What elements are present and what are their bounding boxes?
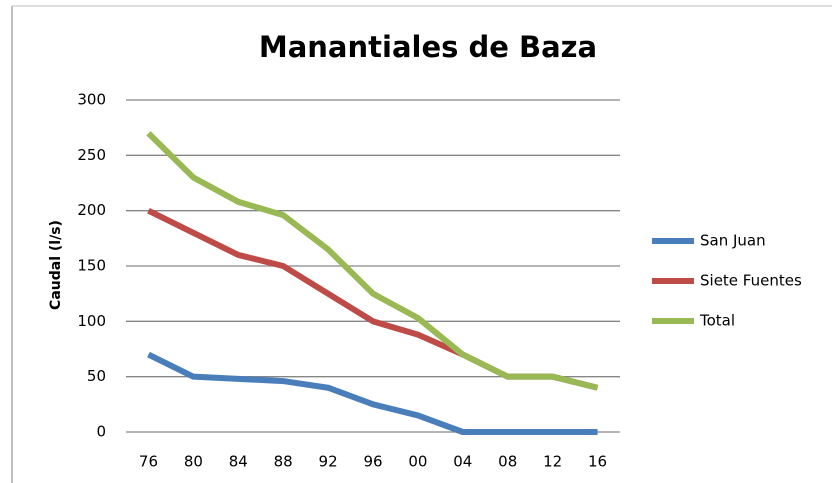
x-tick-label: 76	[139, 453, 158, 471]
x-tick-label: 88	[274, 453, 293, 471]
x-tick-label: 08	[498, 453, 517, 471]
series-line	[146, 131, 599, 391]
x-tick-label: 80	[184, 453, 203, 471]
y-tick-label: 300	[77, 91, 106, 109]
y-tick-label: 200	[77, 201, 106, 219]
y-tick-label: 150	[77, 257, 106, 275]
series-line	[147, 351, 598, 435]
legend-label: Total	[699, 312, 735, 330]
x-tick-label: 12	[543, 453, 562, 471]
chart-title: Manantiales de Baza	[259, 30, 597, 64]
x-tick-label: 00	[408, 453, 427, 471]
y-tick-label: 50	[87, 367, 106, 385]
y-axis-label: Caudal (l/s)	[48, 220, 64, 310]
y-tick-label: 0	[96, 423, 106, 441]
x-tick-label: 84	[229, 453, 248, 471]
x-tick-label: 92	[319, 453, 338, 471]
x-tick-label: 16	[588, 453, 607, 471]
legend-label: Siete Fuentes	[700, 272, 802, 290]
x-tick-label: 96	[363, 453, 382, 471]
x-tick-label: 04	[453, 453, 472, 471]
legend-label: San Juan	[700, 232, 766, 250]
y-tick-label: 100	[77, 312, 106, 330]
y-tick-label: 250	[77, 146, 106, 164]
